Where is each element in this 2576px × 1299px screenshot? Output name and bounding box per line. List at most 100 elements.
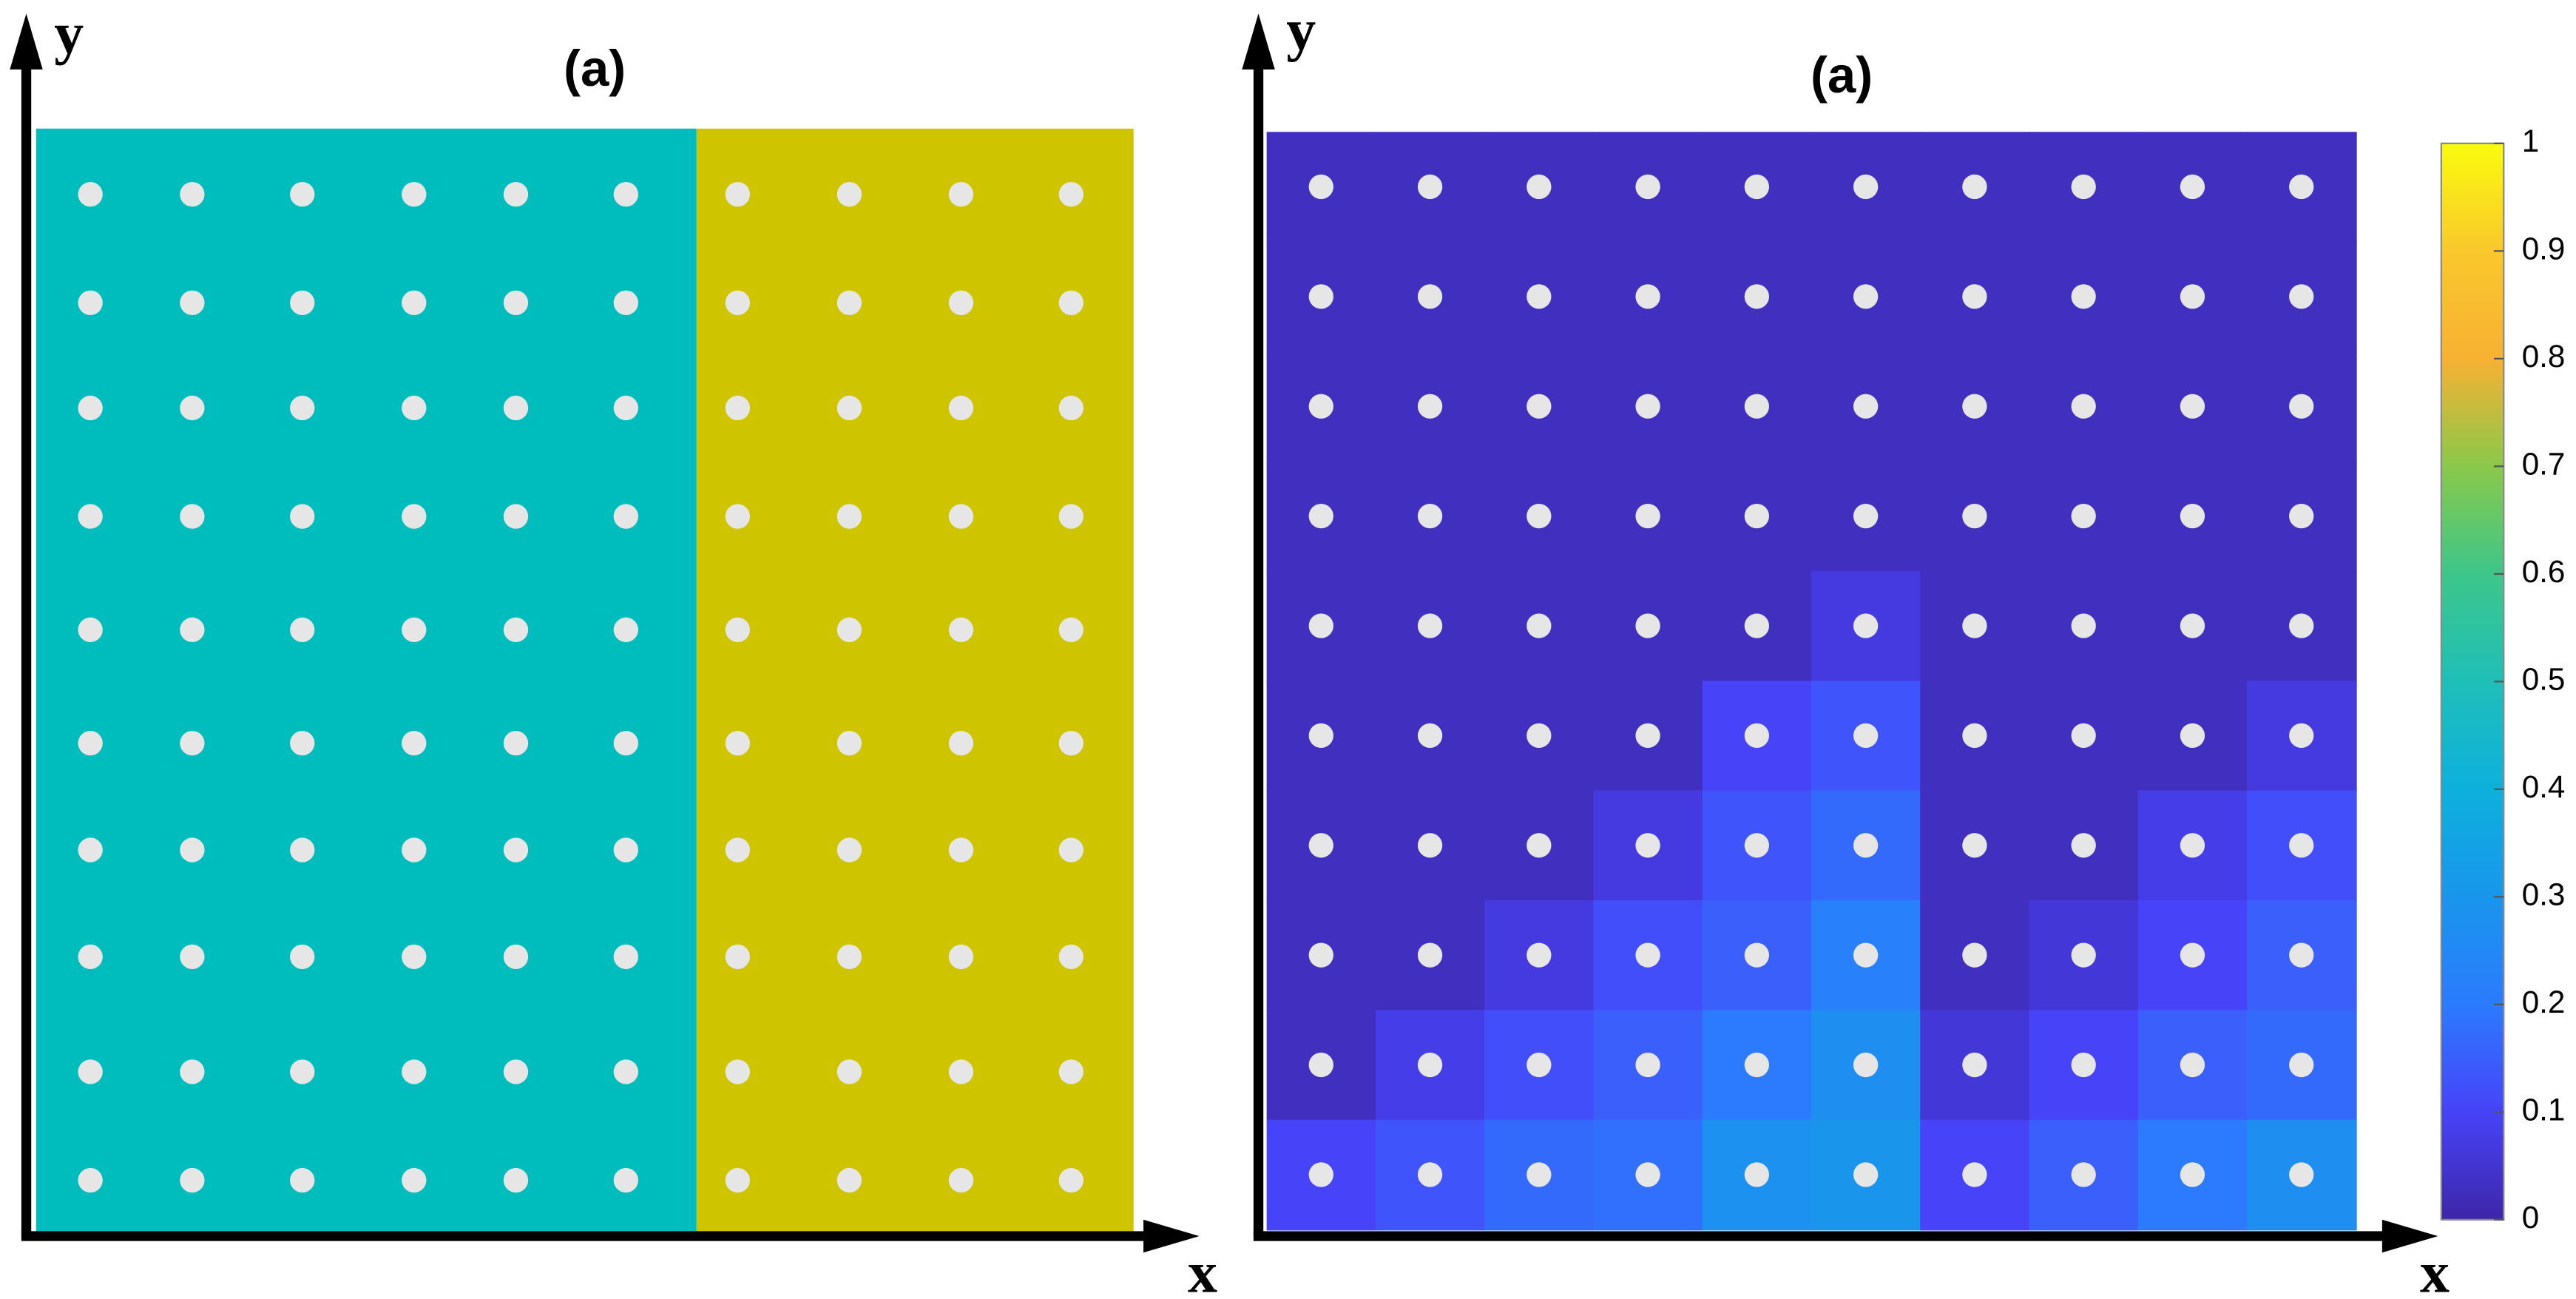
dot [180,1167,205,1193]
dot [725,182,751,207]
dot [2289,503,2314,529]
dot [503,182,529,207]
dot [948,290,974,315]
dot [1635,613,1660,638]
dot [2071,284,2096,309]
dot [503,1167,529,1193]
dot [1962,284,1987,309]
dot [2071,503,2096,529]
dot [613,944,638,970]
dot [2289,613,2314,638]
dot [613,730,638,756]
dot [1635,174,1660,200]
dot [948,617,974,643]
dot [402,944,427,970]
dot [1744,723,1770,749]
dot [503,504,529,529]
dot [613,1167,638,1193]
dot [503,837,529,863]
dot [1527,613,1552,638]
dot [1744,174,1770,200]
dot [1853,394,1879,419]
dot [1308,174,1333,200]
region [36,128,697,1233]
colorbar-tick-label: 0.2 [2522,985,2566,1019]
dot [1417,723,1443,749]
dot [1962,1052,1987,1078]
dot [1308,394,1333,419]
dot [2071,174,2096,200]
dot [1962,174,1987,200]
panel-title: (a) [564,40,626,97]
dot [613,1059,638,1084]
dot [1527,284,1552,309]
dot [402,1167,427,1193]
dot [1058,1167,1084,1193]
dot [1853,174,1879,200]
dot [1417,1162,1443,1187]
dot [503,944,529,970]
dot [836,1059,862,1084]
dot [1853,942,1879,968]
dot [2289,394,2314,419]
left-panel: y x (a) [10,1,1217,1299]
dot [180,617,205,643]
dot [2071,394,2096,419]
dot [1527,833,1552,858]
dot [1744,1052,1770,1078]
dot [1308,833,1333,858]
dot [78,290,103,315]
colorbar-tick-label: 0.3 [2522,877,2566,911]
dot [402,290,427,315]
dot [2180,942,2205,968]
dot [725,730,751,756]
dot [402,504,427,529]
dot [2180,723,2205,749]
dot [948,182,974,207]
dot [1308,503,1333,529]
dot [1058,395,1084,421]
dot [1744,833,1770,858]
colorbar-tick-label: 0 [2522,1200,2539,1235]
dot [1635,394,1660,419]
dot [1962,613,1987,638]
dot [2180,1162,2205,1187]
dot [180,837,205,863]
dot [613,504,638,529]
dot [180,395,205,421]
dot [1527,503,1552,529]
dot [402,395,427,421]
dot [1417,394,1443,419]
dot [1058,617,1084,643]
dot [2289,723,2314,749]
dot [1308,723,1333,749]
dot [402,182,427,207]
colorbar-tick-label: 0.9 [2522,231,2566,266]
dot [1744,942,1770,968]
dot [1962,942,1987,968]
dot [290,1059,315,1084]
dot [180,290,205,315]
dot [725,395,751,421]
dot [402,837,427,863]
colorbar-tick-label: 0.1 [2522,1092,2566,1127]
dot [1058,290,1084,315]
dot [290,837,315,863]
dot [180,182,205,207]
dot [1527,394,1552,419]
dot [402,730,427,756]
dot [1527,723,1552,749]
dot [2289,942,2314,968]
dot [290,617,315,643]
dot [725,944,751,970]
dot [2180,174,2205,200]
dot [836,617,862,643]
dot [290,290,315,315]
dot [725,1059,751,1084]
dot [503,1059,529,1084]
dot [1962,833,1987,858]
colorbar-tick-label: 1 [2522,124,2539,158]
dot [78,1167,103,1193]
dot [613,617,638,643]
